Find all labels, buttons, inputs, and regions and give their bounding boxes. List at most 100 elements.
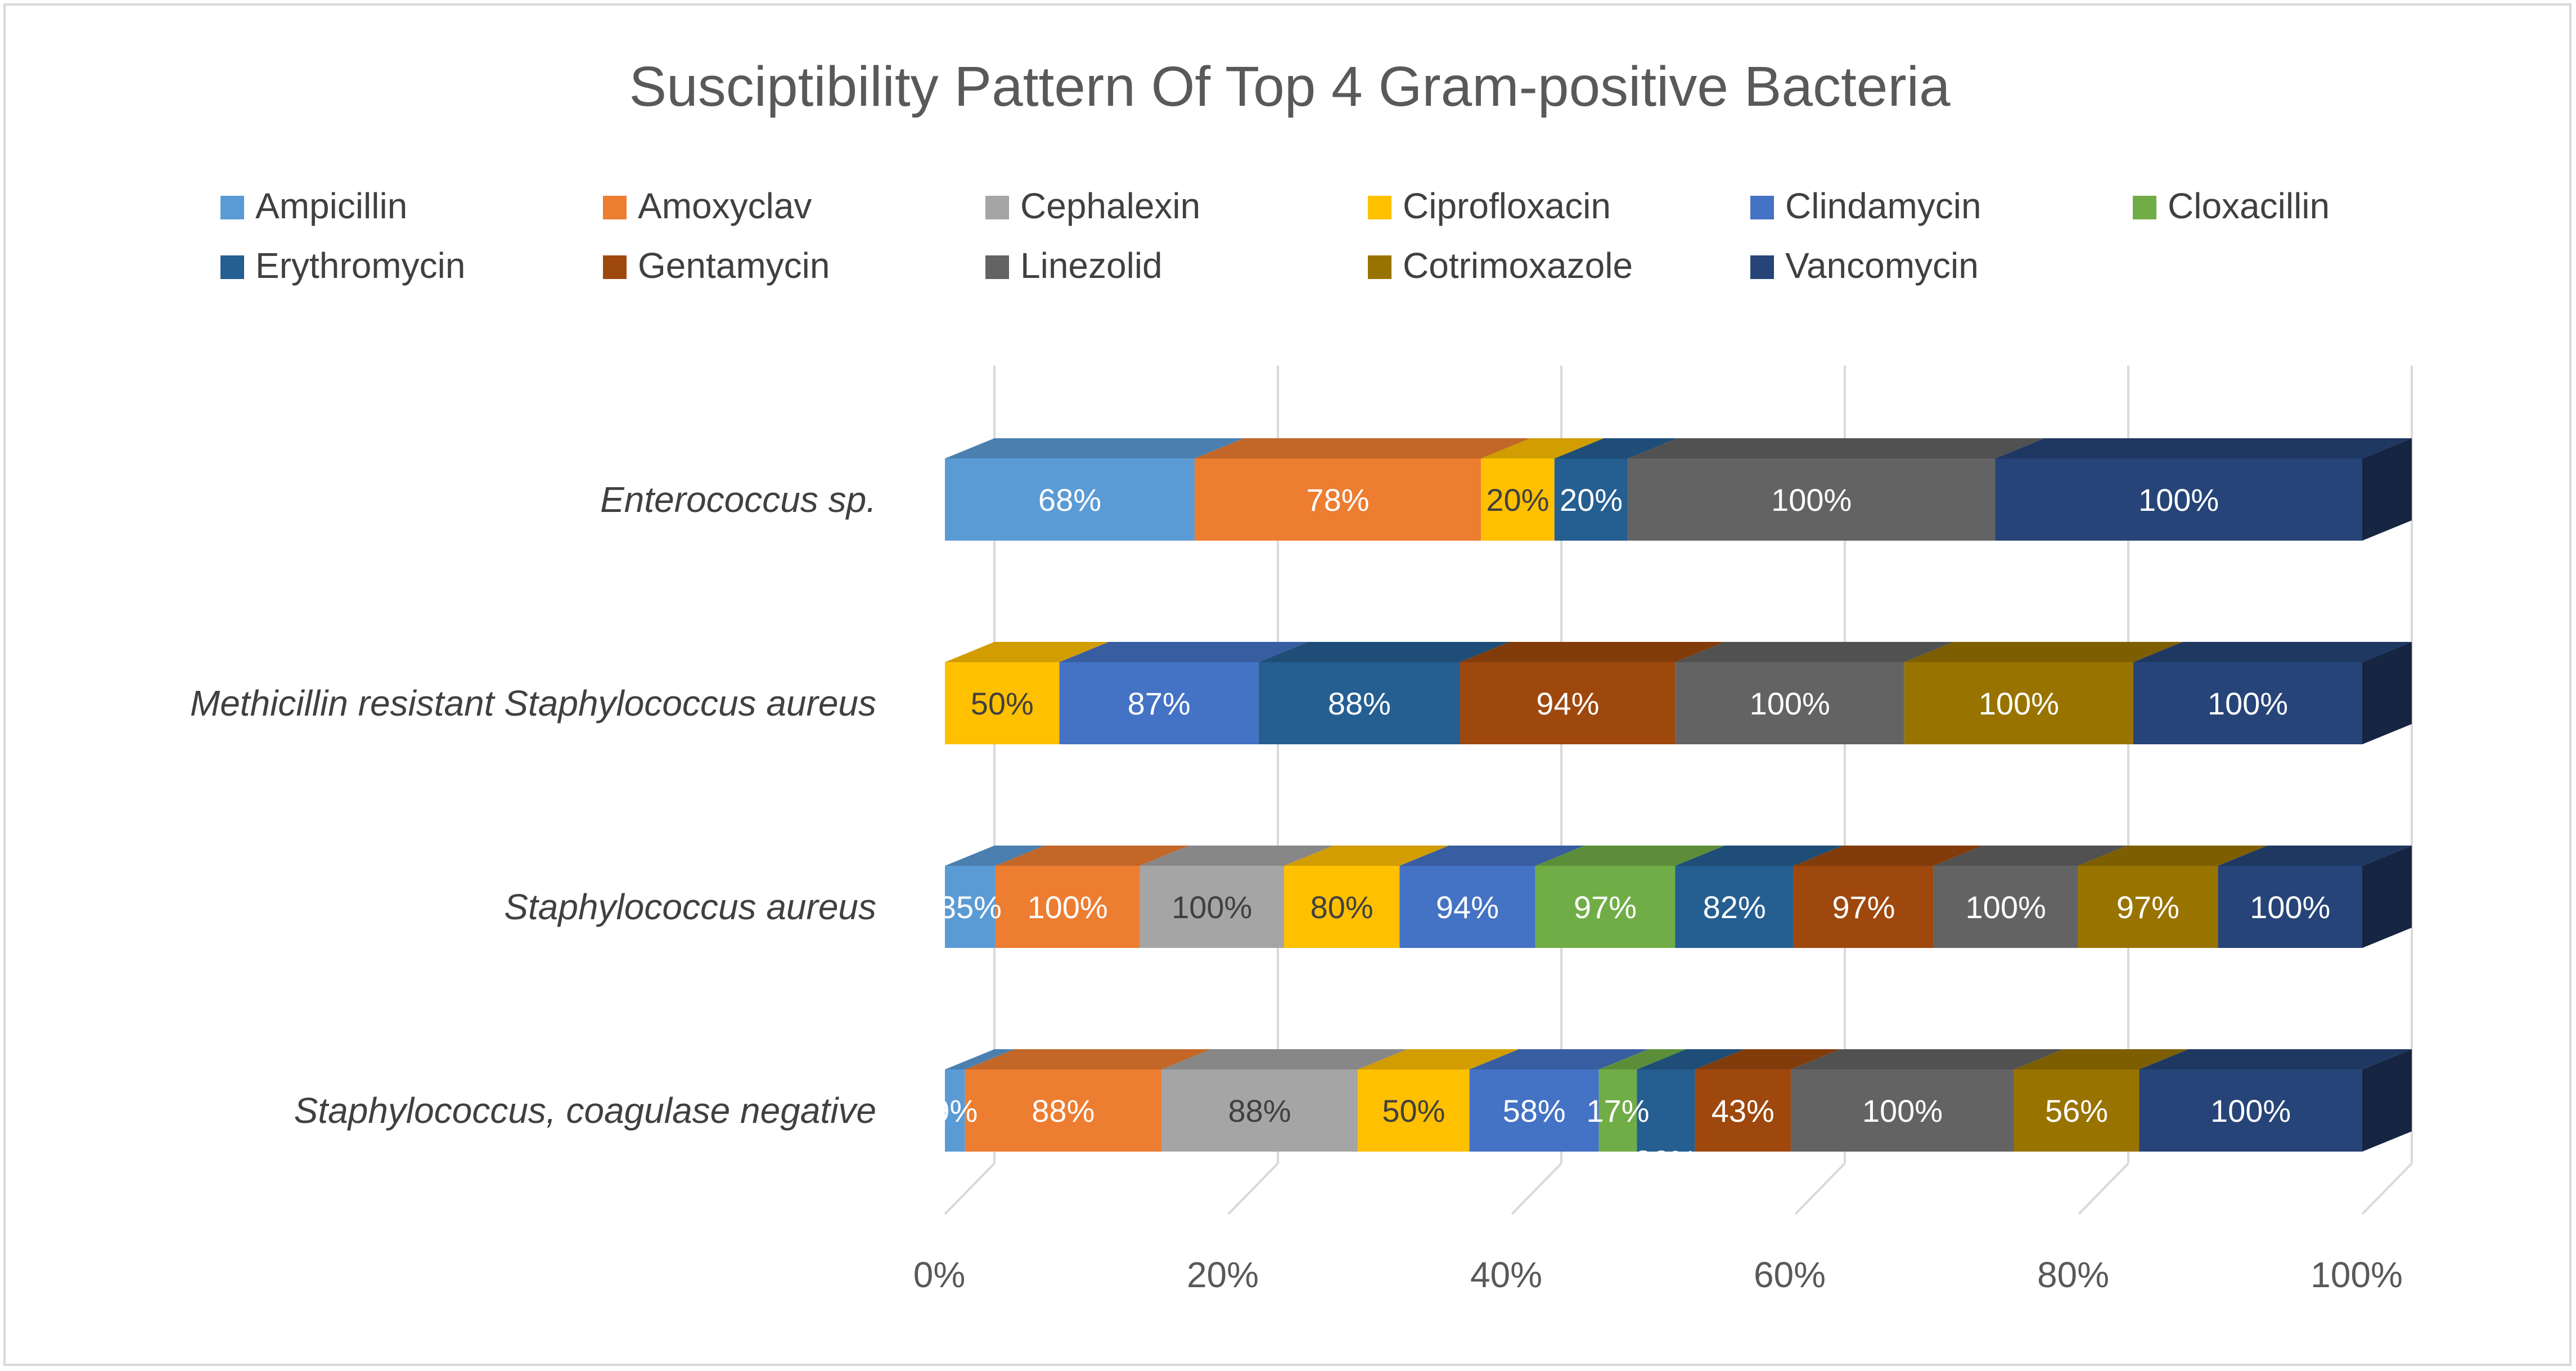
bar-top-face (1933, 846, 2128, 866)
bar-top-face (1481, 438, 1604, 459)
data-label: 20% (1486, 482, 1549, 518)
bar-linezolid (1933, 846, 2128, 948)
data-label: 97% (2116, 889, 2179, 925)
bar-front-face (2078, 866, 2218, 948)
bar-top-face (1554, 438, 1678, 459)
legend-label-gentamycin: Gentamycin (638, 245, 830, 286)
data-label: 94% (1436, 889, 1499, 925)
bar-front-face (2014, 1069, 2140, 1152)
legend-swatch-erythromycin (220, 255, 244, 279)
bar-erythromycin (1675, 846, 1843, 948)
bar-amoxyclav (965, 1049, 1211, 1152)
bar-ampicillin (945, 846, 1045, 948)
bar-top-face (1460, 642, 1725, 662)
category-label: Enterococcus sp. (600, 479, 876, 520)
bar-front-face (1194, 459, 1481, 541)
bar-ampicillin (945, 438, 1244, 541)
bar-top-face (1469, 1049, 1649, 1069)
legend-label-clindamycin: Clindamycin (1785, 186, 1981, 226)
data-label: 100% (1028, 889, 1108, 925)
data-label: 94% (1536, 686, 1599, 721)
bar-ciprofloxacin (945, 642, 1109, 744)
bar-top-face (995, 846, 1190, 866)
data-label: 50% (1382, 1093, 1445, 1129)
legend-swatch-cloxacillin (2133, 196, 2156, 219)
data-label: 100% (1172, 889, 1252, 925)
legend-swatch-amoxyclav (603, 196, 627, 219)
legend: Ampicillin Amoxyclav Cephalexin Ciprofloxac… (220, 186, 2330, 286)
bar-front-face (945, 866, 996, 948)
data-label: 100% (1862, 1093, 1943, 1129)
bar-front-face (1598, 1069, 1637, 1152)
data-label: 100% (2208, 686, 2288, 721)
chart-frame: Susciptibility Pattern Of Top 4 Gram-pos… (3, 3, 2572, 1366)
bar-top-face (1675, 846, 1843, 866)
data-label: 87% (1128, 686, 1191, 721)
data-label: 50% (971, 686, 1034, 721)
bar-gentamycin (1793, 846, 1983, 948)
bar-ciprofloxacin (1358, 1049, 1519, 1152)
data-label: 9% (932, 1093, 978, 1129)
data-label: 100% (1750, 686, 1830, 721)
data-label: 100% (1966, 889, 2046, 925)
bar-front-face (1793, 866, 1934, 948)
x-tick-label: 20% (1187, 1255, 1259, 1295)
bar-top-face (1140, 846, 1334, 866)
bar-front-face (1628, 459, 1996, 541)
legend-swatch-cephalexin (985, 196, 1009, 219)
bar-labels: 68% 78% 20% 20% 100% 100% 50% 87% 88% 94% 100% 100%… (932, 482, 2330, 1179)
bar-cloxacillin (1535, 846, 1725, 948)
bar-top-face (1675, 642, 1954, 662)
bar-top-face (1358, 1049, 1519, 1069)
bar-top-face (945, 642, 1109, 662)
bar-linezolid (1675, 642, 1954, 744)
bar-cotrimoxazole (2078, 846, 2268, 948)
bar-linezolid (1628, 438, 2045, 541)
legend-label-amoxyclav: Amoxyclav (638, 186, 812, 226)
bar-top-face (2014, 1049, 2189, 1069)
legend-swatch-clindamycin (1750, 196, 1774, 219)
data-label: 78% (1307, 482, 1370, 518)
data-label: 80% (1310, 889, 1373, 925)
bar-top-face (1995, 438, 2412, 459)
bar-front-face (1791, 1069, 2014, 1152)
legend-swatch-vancomycin (1750, 255, 1774, 279)
bar-front-face (1535, 866, 1676, 948)
legend-label-erythromycin: Erythromycin (255, 245, 465, 286)
data-label: 26% (1634, 1144, 1697, 1179)
bar-cotrimoxazole (2014, 1049, 2189, 1152)
bar-front-face (2139, 1069, 2362, 1152)
bar-cloxacillin (1598, 1049, 1687, 1152)
data-label: 88% (1228, 1093, 1291, 1129)
bar-top-face (1637, 1049, 1745, 1069)
bar-top-face (945, 438, 1244, 459)
bar-front-face (995, 866, 1140, 948)
bar-clindamycin (1059, 642, 1308, 744)
bar-front-face (1469, 1069, 1599, 1152)
bar-front-face (1059, 662, 1259, 744)
chart-title: Susciptibility Pattern Of Top 4 Gram-pos… (629, 55, 1951, 118)
bar-top-face (1535, 846, 1725, 866)
bar-gentamycin (1695, 1049, 1841, 1152)
data-label: 100% (2250, 889, 2330, 925)
bar-front-face (945, 1069, 965, 1152)
bar-gentamycin (1460, 642, 1725, 744)
bar-front-face (2133, 662, 2362, 744)
legend-label-cotrimoxazole: Cotrimoxazole (1403, 245, 1633, 286)
legend-label-cloxacillin: Cloxacillin (2168, 186, 2330, 226)
bar-top-face (2218, 846, 2412, 866)
bar-top-face (1194, 438, 1531, 459)
bar-erythromycin (1554, 438, 1678, 541)
x-tick-label: 0% (913, 1255, 966, 1295)
bar-vancomycin (2139, 1049, 2412, 1152)
bar-top-face (1793, 846, 1983, 866)
bar-front-face (1460, 662, 1676, 744)
bar-side-face (2362, 1049, 2412, 1152)
legend-swatch-ciprofloxacin (1368, 196, 1391, 219)
bar-front-face (1140, 866, 1285, 948)
bar-top-face (1598, 1049, 1687, 1069)
bar-top-face (2133, 642, 2412, 662)
bar-cephalexin (1140, 846, 1334, 948)
data-label: 58% (1503, 1093, 1566, 1129)
bar-top-face (965, 1049, 1211, 1069)
